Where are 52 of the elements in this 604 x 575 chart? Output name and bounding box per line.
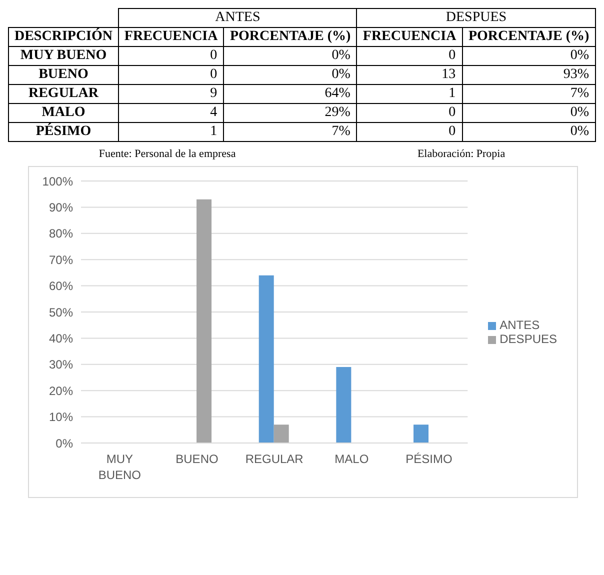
source-note: Fuente: Personal de la empresa <box>98 148 236 160</box>
y-tick-label: 80% <box>48 226 74 241</box>
category-label: PORCENTAJE (%) <box>462 28 596 46</box>
text: 13 <box>442 67 456 82</box>
text: 64% <box>324 86 350 101</box>
text: 4 <box>210 105 218 120</box>
text: 29% <box>324 105 350 120</box>
text: 0 <box>448 124 456 139</box>
category-label: FRECUENCIA <box>356 28 462 46</box>
category-label: PORCENTAJE (%) <box>224 28 357 46</box>
text: 9 <box>210 86 218 101</box>
legend-label: DESPUES <box>500 332 557 346</box>
text: 7% <box>332 124 350 139</box>
text: 1 <box>210 124 218 139</box>
x-tick-label: REGULAR <box>245 452 304 466</box>
y-tick-label: 100% <box>42 174 74 188</box>
category-label: MALO <box>42 105 86 120</box>
text: 0% <box>570 48 589 63</box>
legend-label: ANTES <box>500 318 540 332</box>
x-tick-label: MUY BUENO <box>98 452 142 482</box>
y-tick-label: 90% <box>48 200 74 214</box>
y-tick-label: 60% <box>48 279 74 294</box>
x-tick-label: MALO <box>334 452 369 466</box>
category-label: REGULAR <box>28 86 98 101</box>
y-tick-label: 10% <box>48 410 74 424</box>
text: 0 <box>210 48 218 63</box>
y-tick-label: 70% <box>48 252 74 267</box>
category-label: FRECUENCIA <box>118 28 224 46</box>
category-label: BUENO <box>38 67 88 82</box>
text: 0 <box>210 67 218 82</box>
text: 1 <box>448 86 456 101</box>
y-tick-label: 30% <box>48 358 74 372</box>
text: 0 <box>448 48 456 63</box>
text: Elaboración: Propia <box>417 148 506 160</box>
text: ANTES <box>118 8 357 28</box>
x-tick-label: BUENO <box>176 452 218 466</box>
text: 0% <box>570 105 589 120</box>
text: 0% <box>332 67 350 82</box>
text: 7% <box>570 86 589 101</box>
text: 0% <box>570 124 589 139</box>
category-label: MUY BUENO <box>20 48 107 63</box>
x-tick-label: PÉSIMO <box>406 452 452 466</box>
category-label: PÉSIMO <box>36 124 92 139</box>
text: DESPUES <box>356 8 596 28</box>
y-tick-label: 20% <box>48 384 74 398</box>
text: DESCRIPCIÓN <box>8 28 118 46</box>
text: 0 <box>448 105 456 120</box>
y-tick-label: 0% <box>56 436 74 450</box>
y-tick-label: 40% <box>48 331 74 346</box>
y-tick-label: 50% <box>48 305 74 320</box>
text: 0% <box>332 48 350 63</box>
text: 93% <box>563 67 589 82</box>
